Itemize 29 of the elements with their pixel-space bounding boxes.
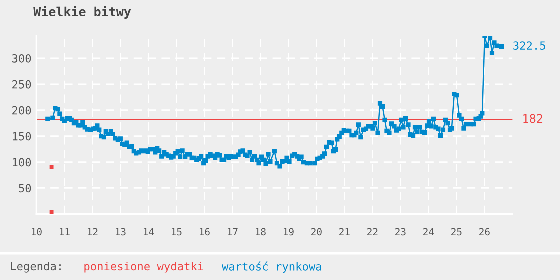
x-tick-label: 17 (228, 228, 238, 236)
x-tick-label: 21 (340, 228, 350, 236)
y-tick-label: 300 (12, 54, 32, 63)
x-tick-label: 11 (60, 228, 70, 236)
chart-title: Wielkie bitwy (34, 6, 132, 19)
y-tick-label: 200 (12, 106, 32, 115)
ref-line-label: 182 (524, 114, 543, 124)
text: poniesione wydatki (84, 262, 204, 273)
x-tick-label: 13 (116, 228, 126, 236)
x-tick-label: 22 (368, 228, 378, 236)
x-tick-label: 25 (452, 228, 462, 236)
x-tick-label: 20 (312, 228, 322, 236)
x-tick-label: 18 (256, 228, 266, 236)
legend-title: Legenda: (11, 262, 61, 273)
x-tick-label: 19 (284, 228, 294, 236)
x-tick-label: 10 (32, 228, 42, 236)
y-tick-label: 150 (13, 132, 32, 141)
x-tick-label: 15 (172, 228, 182, 236)
x-tick-label: 26 (480, 228, 490, 236)
x-tick-label: 16 (200, 228, 210, 236)
x-tick-label: 12 (88, 228, 98, 236)
text: wartość rynkowa (222, 262, 322, 273)
x-tick-label: 23 (396, 228, 406, 236)
annotation: 322.5 (514, 42, 546, 50)
x-tick-label: 14 (144, 228, 154, 236)
y-tick-label: 250 (12, 80, 32, 89)
y-tick-label: 50 (19, 184, 32, 193)
y-tick-label: 100 (13, 158, 32, 167)
x-tick-label: 24 (424, 228, 434, 236)
